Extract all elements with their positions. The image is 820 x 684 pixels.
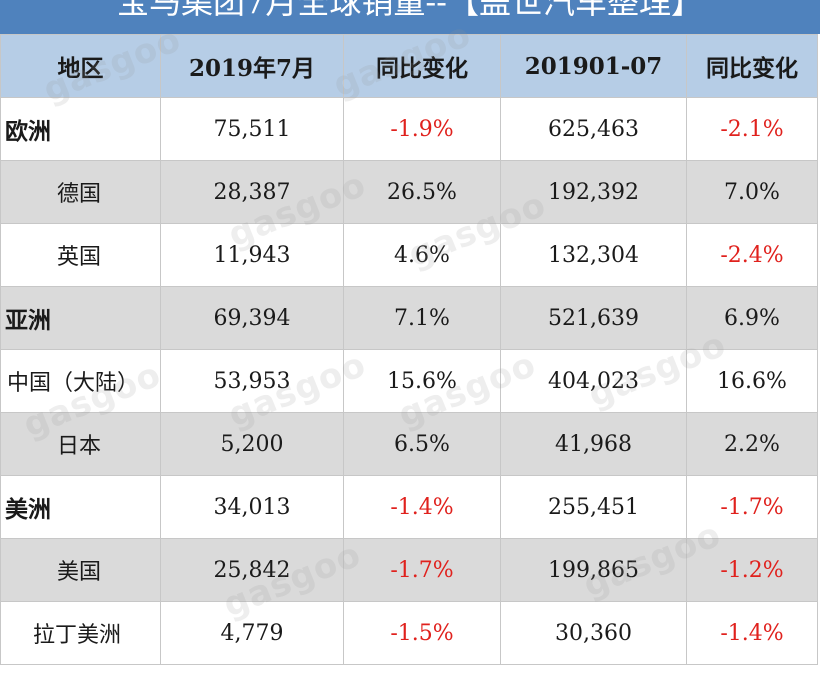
region-cell: 拉丁美洲 (0, 601, 161, 665)
july-sales-cell: 11,943 (160, 223, 344, 287)
ytd-yoy-cell: -1.2% (686, 538, 818, 602)
table-row: 欧洲 75,511 -1.9% 625,463 -2.1% (0, 97, 818, 161)
july-sales-cell: 53,953 (160, 349, 344, 413)
table-row: 中国（大陆） 53,953 15.6% 404,023 16.6% (0, 349, 818, 413)
july-yoy-cell: -1.7% (343, 538, 501, 602)
july-yoy-cell: 15.6% (343, 349, 501, 413)
july-yoy-cell: 4.6% (343, 223, 501, 287)
region-cell: 美国 (0, 538, 161, 602)
header-region: 地区 (0, 34, 161, 98)
region-cell: 美洲 (0, 475, 161, 539)
table-body: 欧洲 75,511 -1.9% 625,463 -2.1% 德国 28,387 26.5% 19… (0, 97, 818, 665)
july-sales-cell: 25,842 (160, 538, 344, 602)
ytd-sales-cell: 30,360 (500, 601, 687, 665)
ytd-sales-cell: 41,968 (500, 412, 687, 476)
ytd-sales-cell: 192,392 (500, 160, 687, 224)
table-row: 日本 5,200 6.5% 41,968 2.2% (0, 412, 818, 476)
region-cell: 中国（大陆） (0, 349, 161, 413)
header-ytd-yoy: 同比变化 (686, 34, 818, 98)
ytd-sales-cell: 199,865 (500, 538, 687, 602)
july-sales-cell: 5,200 (160, 412, 344, 476)
july-yoy-cell: -1.9% (343, 97, 501, 161)
table-title: 宝马集团7月全球销量--【盖世汽车整理】 (117, 0, 703, 21)
ytd-yoy-cell: -2.1% (686, 97, 818, 161)
ytd-yoy-cell: 16.6% (686, 349, 818, 413)
july-yoy-cell: -1.4% (343, 475, 501, 539)
ytd-yoy-cell: 2.2% (686, 412, 818, 476)
title-bar: 宝马集团7月全球销量--【盖世汽车整理】 (0, 0, 820, 34)
july-sales-cell: 69,394 (160, 286, 344, 350)
sales-table: 地区 2019年7月 同比变化 201901-07 同比变化 欧洲 75,511-… (0, 34, 818, 665)
ytd-yoy-cell: 7.0% (686, 160, 818, 224)
header-july-2019: 2019年7月 (160, 34, 344, 98)
region-cell: 欧洲 (0, 97, 161, 161)
july-yoy-cell: 6.5% (343, 412, 501, 476)
region-cell: 英国 (0, 223, 161, 287)
july-yoy-cell: -1.5% (343, 601, 501, 665)
ytd-sales-cell: 521,639 (500, 286, 687, 350)
region-cell: 亚洲 (0, 286, 161, 350)
ytd-sales-cell: 132,304 (500, 223, 687, 287)
ytd-yoy-cell: -2.4% (686, 223, 818, 287)
table-row: 拉丁美洲 4,779 -1.5% 30,360 -1.4% (0, 601, 818, 665)
ytd-yoy-cell: -1.7% (686, 475, 818, 539)
ytd-yoy-cell: 6.9% (686, 286, 818, 350)
july-sales-cell: 28,387 (160, 160, 344, 224)
header-row: 地区 2019年7月 同比变化 201901-07 同比变化 (0, 34, 818, 98)
july-sales-cell: 75,511 (160, 97, 344, 161)
header-july-yoy: 同比变化 (343, 34, 501, 98)
ytd-sales-cell: 255,451 (500, 475, 687, 539)
table-row: 德国 28,387 26.5% 192,392 7.0% (0, 160, 818, 224)
header-ytd: 201901-07 (500, 34, 687, 98)
july-yoy-cell: 7.1% (343, 286, 501, 350)
region-cell: 德国 (0, 160, 161, 224)
ytd-sales-cell: 404,023 (500, 349, 687, 413)
region-cell: 日本 (0, 412, 161, 476)
ytd-sales-cell: 625,463 (500, 97, 687, 161)
table-row: 亚洲 69,394 7.1% 521,639 6.9% (0, 286, 818, 350)
bottom-edge (0, 668, 820, 684)
table-row: 英国 11,943 4.6% 132,304 -2.4% (0, 223, 818, 287)
ytd-yoy-cell: -1.4% (686, 601, 818, 665)
table-row: 美洲 34,013 -1.4% 255,451 -1.7% (0, 475, 818, 539)
july-yoy-cell: 26.5% (343, 160, 501, 224)
july-sales-cell: 34,013 (160, 475, 344, 539)
table-row: 美国 25,842 -1.7% 199,865 -1.2% (0, 538, 818, 602)
july-sales-cell: 4,779 (160, 601, 344, 665)
